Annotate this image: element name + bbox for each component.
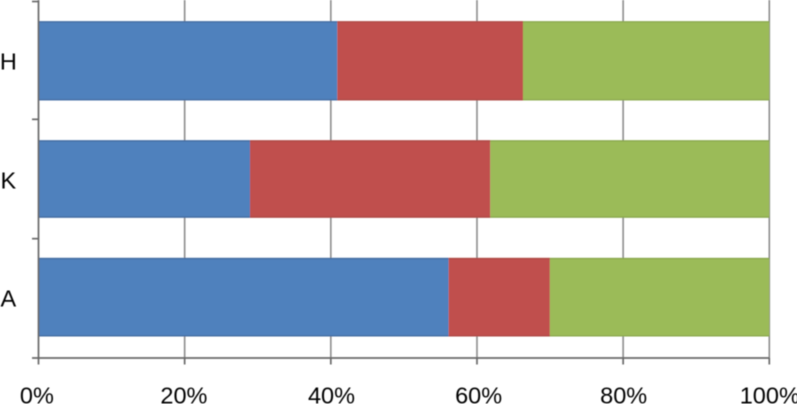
svg-text:100%: 100%: [740, 382, 797, 404]
svg-text:40%: 40%: [308, 382, 355, 404]
svg-text:H: H: [0, 49, 17, 75]
svg-text:K: K: [1, 167, 17, 193]
svg-text:60%: 60%: [455, 382, 502, 404]
svg-text:80%: 80%: [600, 382, 647, 404]
svg-text:A: A: [1, 285, 17, 311]
svg-text:20%: 20%: [160, 382, 207, 404]
svg-text:0%: 0%: [20, 382, 54, 404]
